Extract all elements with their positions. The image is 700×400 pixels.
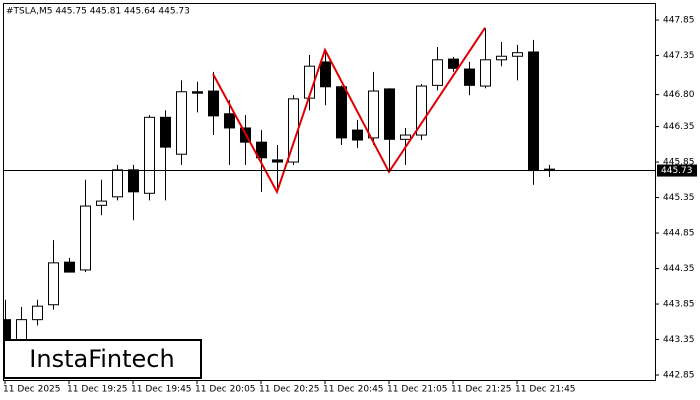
candle-body [400, 134, 411, 140]
y-tick-label: 444.35 [663, 264, 695, 274]
y-tick-label: 447.85 [663, 16, 695, 26]
candle-body [272, 159, 283, 163]
pattern-line [212, 27, 486, 195]
candle-body [480, 59, 491, 87]
x-tick-label: 11 Dec 21:05 [387, 385, 448, 395]
candle-body [144, 116, 155, 194]
candle-body [416, 85, 427, 136]
candle-body [384, 88, 395, 140]
candle-body [112, 169, 123, 198]
candle-body [352, 129, 363, 141]
candle-body [96, 200, 107, 206]
y-tick-label: 447.35 [663, 51, 695, 61]
candle-body [512, 52, 523, 57]
chart-title: #TSLA,M5 445.75 445.81 445.64 445.73 [6, 7, 190, 17]
candle-body [192, 91, 203, 94]
candle-body [448, 58, 459, 69]
y-tick-label: 444.85 [663, 229, 695, 239]
y-tick-label: 445.35 [663, 193, 695, 203]
current-price-box [657, 164, 697, 177]
x-tick-label: 11 Dec 19:45 [131, 385, 192, 395]
candle-body [64, 261, 75, 273]
y-tick-label: 446.35 [663, 122, 695, 132]
current-price-label: 445.73 [661, 166, 693, 176]
candle-body [48, 262, 59, 306]
candle-body [208, 90, 219, 117]
watermark: InstaFintech [29, 345, 174, 373]
candle-body [368, 90, 379, 139]
candle-body [496, 55, 507, 61]
candle-body [32, 305, 43, 321]
y-tick-label: 446.80 [663, 90, 695, 100]
x-tick-label: 11 Dec 2025 [3, 385, 61, 395]
watermark-box [3, 339, 202, 379]
x-tick-label: 11 Dec 20:25 [259, 385, 320, 395]
candle-body [80, 205, 91, 271]
candle-body [16, 319, 27, 341]
candle-body [224, 113, 235, 129]
y-tick-label: 443.35 [663, 335, 695, 345]
candle-body [464, 68, 475, 86]
y-tick-label: 442.85 [663, 371, 695, 381]
candle-body [432, 59, 443, 86]
candle-body [128, 169, 139, 193]
candle-body [4, 319, 11, 341]
x-tick-label: 11 Dec 20:45 [323, 385, 384, 395]
x-tick-label: 11 Dec 21:45 [515, 385, 576, 395]
candle-body [160, 116, 171, 148]
candle-body [176, 91, 187, 155]
x-tick-label: 11 Dec 20:05 [195, 385, 256, 395]
candle-body [336, 86, 347, 139]
x-tick-label: 11 Dec 19:25 [67, 385, 128, 395]
x-tick-label: 11 Dec 21:25 [451, 385, 512, 395]
y-tick-label: 443.85 [663, 300, 695, 310]
candle-body [256, 141, 267, 159]
y-tick-label: 445.85 [663, 158, 695, 168]
candle-body [528, 51, 539, 172]
candle-body [320, 61, 331, 88]
